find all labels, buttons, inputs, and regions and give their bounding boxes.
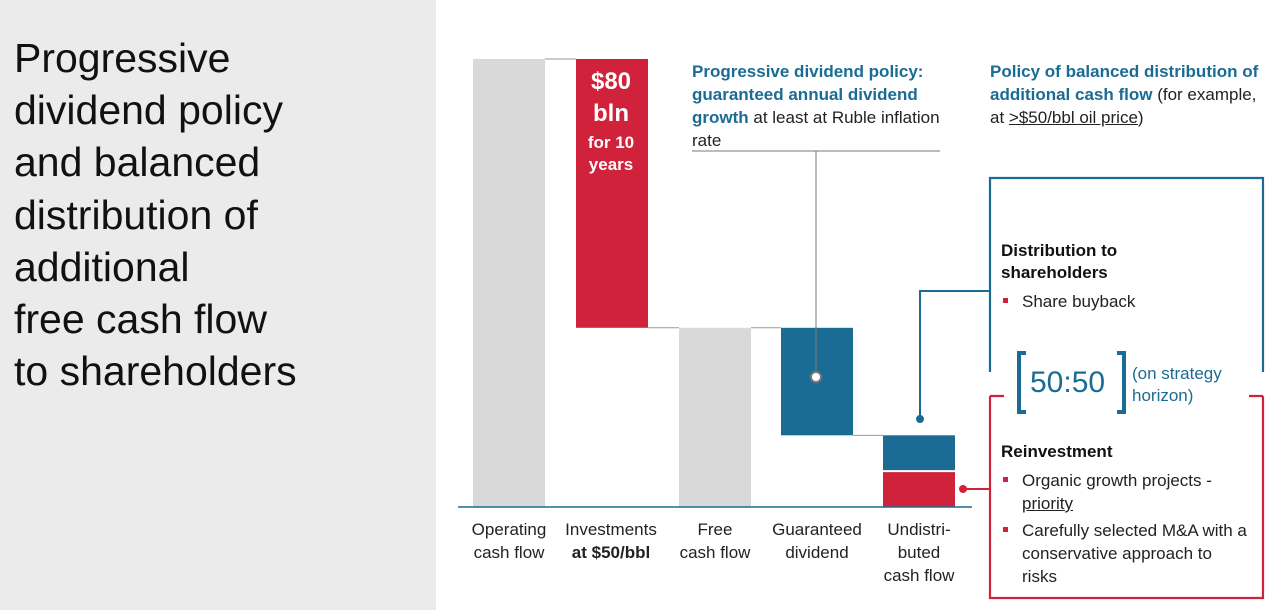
investment-amount: $80 [590,68,632,95]
dividend-annotation-rest: at least at Ruble inflation rate [692,108,940,150]
category-label-guaranteed-dividend: Guaranteed dividend [762,518,872,564]
annotation-pointer-dot [810,371,822,383]
title-line: to shareholders [14,348,297,395]
title-line: dividend policy [14,87,283,134]
investment-period-unit: years [588,155,634,174]
title-line: Progressive [14,35,231,81]
ratio-note-line: horizon) [1132,386,1194,405]
slide-title: Progressive dividend policy and balanced… [14,32,424,397]
category-label-investments: Investments at $50/bbl [556,518,666,564]
bar-segment [883,471,955,507]
category-label-line: Operating [471,520,547,539]
title-line: additional [14,243,190,290]
investment-unit: bln [593,100,629,127]
distribution-heading-line: Distribution to [1001,241,1118,260]
policy-annotation-underlined: >$50/bbl oil price [1008,108,1138,127]
category-label-free-cash-flow: Free cash flow [660,518,770,564]
dividend-annotation: Progressive dividend policy: guaranteed … [692,60,940,152]
category-label-line: buted [897,543,941,562]
distribution-connector-line [919,290,990,419]
distribution-heading-line: shareholders [1001,263,1108,282]
policy-annotation-text-end: ) [1137,108,1144,127]
ratio-note-line: (on strategy [1132,364,1222,383]
category-label-operating-cash-flow: Operating cash flow [454,518,564,564]
investment-period: for 10 [587,133,635,152]
title-line: and balanced [14,139,261,186]
reinvestment-bullet-underlined: priority [1022,494,1074,513]
category-label-line: at $50/bbl [571,543,651,562]
category-label-line: Guaranteed [772,520,862,539]
reinvestment-bullet: Carefully selected M&A with a conservati… [1001,519,1251,588]
reinvestment-bullet-text: Organic growth projects - [1022,471,1212,490]
category-label-line: Undistri- [887,520,951,539]
dividend-annotation-bold: Progressive dividend policy: guaranteed … [692,62,924,127]
category-label-line: dividend [785,543,849,562]
title-line: free cash flow [14,296,267,343]
reinvestment-heading: Reinvestment [1001,442,1113,461]
policy-annotation-text: (for example, at [990,85,1257,127]
ratio-bracket-left [1017,351,1026,414]
ratio-bracket-right [1117,351,1126,414]
distribution-bullet: Share buyback [1001,290,1256,313]
policy-annotation-bold: Policy of balanced distribution of addit… [990,62,1259,104]
reinvestment-box: Reinvestment Organic growth projects - p… [1001,441,1251,588]
bar [576,59,648,328]
reinvestment-connector-dot [959,485,967,493]
title-line: distribution of [14,191,258,238]
category-label-undistributed-cash-flow: Undistri- buted cash flow [864,518,974,587]
reinvestment-box-border [988,394,1265,600]
ratio-note: (on strategy horizon) [1132,363,1222,407]
bar [473,59,545,507]
bar-segment [883,435,955,472]
title-panel: Progressive dividend policy and balanced… [0,0,436,610]
category-label-line: Investments [565,520,657,539]
distribution-box-border [988,176,1265,372]
category-label-line: cash flow [473,543,545,562]
reinvestment-bullet: Organic growth projects - priority [1001,469,1251,515]
distribution-box: Distribution to shareholders Share buyba… [1001,240,1256,313]
category-label-line: Free [697,520,733,539]
distribution-connector-dot [916,415,924,423]
bar [679,327,751,507]
ratio-value: 50:50 [1030,366,1106,399]
category-label-line: cash flow [883,566,955,585]
policy-annotation: Policy of balanced distribution of addit… [990,60,1275,129]
category-label-line: cash flow [679,543,751,562]
